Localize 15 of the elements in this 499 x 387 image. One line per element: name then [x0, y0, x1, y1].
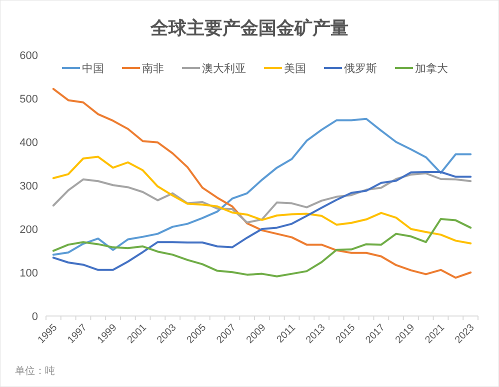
y-tick-label: 300 — [20, 180, 38, 192]
legend-label: 中国 — [82, 62, 104, 75]
legend-label: 俄罗斯 — [344, 62, 377, 75]
y-tick-label: 600 — [20, 50, 38, 62]
chart-title: 全球主要产金国金矿产量 — [150, 18, 348, 38]
text: 单位：吨 — [15, 365, 55, 377]
legend-label: 美国 — [284, 62, 306, 75]
legend-label: 加拿大 — [415, 62, 448, 75]
y-tick-label: 200 — [20, 224, 38, 236]
y-tick-label: 0 — [32, 311, 38, 323]
y-tick-label: 100 — [20, 268, 38, 280]
legend-label: 南非 — [142, 62, 164, 75]
y-tick-label: 400 — [20, 137, 38, 149]
legend-label: 澳大利亚 — [202, 62, 246, 75]
y-tick-label: 500 — [20, 94, 38, 106]
